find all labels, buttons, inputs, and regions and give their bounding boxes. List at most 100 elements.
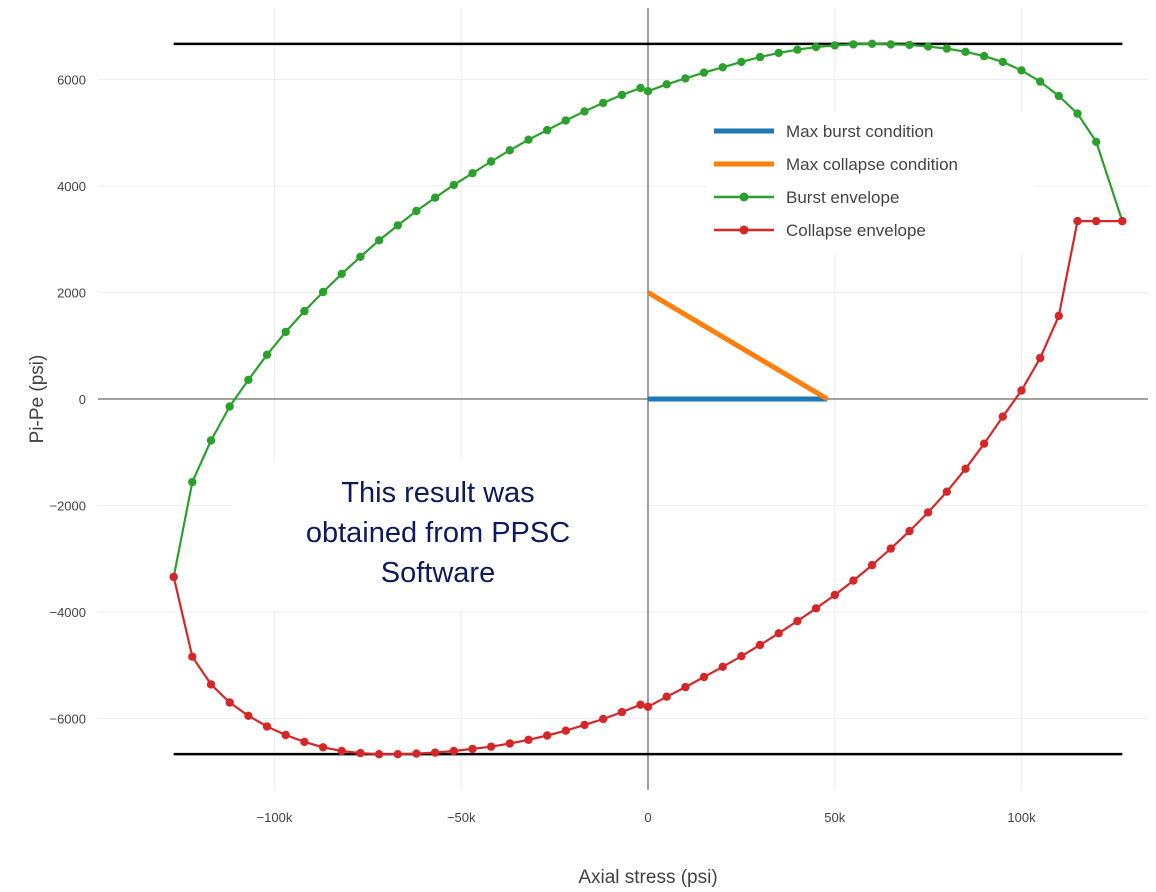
collapse-envelope-point	[300, 737, 309, 747]
burst-envelope-point	[281, 327, 290, 337]
annotation-text: obtained from PPSC	[306, 517, 570, 549]
annotation-text: Software	[381, 557, 495, 589]
burst-envelope-point	[580, 107, 589, 116]
collapse-envelope-point	[662, 692, 671, 701]
y-tick-label: 4000	[57, 179, 86, 194]
burst-envelope-point	[737, 57, 746, 67]
burst-envelope-point	[636, 83, 645, 93]
max-collapse-condition-series	[646, 290, 829, 402]
collapse-envelope-point	[505, 739, 514, 748]
collapse-envelope-point	[318, 743, 328, 752]
burst-envelope-point	[318, 287, 328, 297]
y-tick-label: −2000	[49, 499, 86, 514]
y-tick-label: 6000	[57, 73, 86, 88]
collapse-envelope-point	[412, 749, 421, 758]
burst-envelope-point	[1073, 109, 1082, 118]
y-axis-title: Pi-Pe (psi)	[27, 355, 48, 444]
legend-label: Collapse envelope	[786, 221, 926, 240]
burst-envelope-point	[337, 269, 346, 279]
collapse-envelope-point	[1092, 216, 1101, 226]
burst-envelope-point	[543, 125, 552, 135]
y-axis-ticks: 6000 4000 2000 0 −2000 −4000 −6000	[49, 73, 86, 727]
burst-envelope-point	[811, 42, 821, 52]
burst-envelope-point	[412, 206, 421, 216]
burst-envelope-point	[300, 306, 309, 316]
collapse-envelope-point	[449, 746, 458, 756]
burst-envelope-point	[961, 47, 970, 56]
burst-envelope-point	[1017, 66, 1026, 75]
burst-envelope-point	[681, 74, 690, 83]
collapse-envelope-point	[486, 742, 496, 751]
collapse-envelope-point	[811, 604, 821, 613]
collapse-envelope-point	[1118, 216, 1127, 226]
collapse-envelope-point	[617, 707, 627, 717]
collapse-envelope-point	[961, 464, 970, 473]
collapse-envelope-point	[942, 487, 951, 496]
collapse-envelope-point	[374, 750, 384, 759]
y-tick-label: −6000	[49, 712, 86, 727]
collapse-envelope-point	[886, 544, 895, 553]
annotation-box	[232, 460, 644, 610]
collapse-envelope-point	[468, 744, 477, 754]
burst-envelope-point	[830, 41, 839, 50]
collapse-envelope-point	[699, 672, 709, 682]
burst-envelope-point	[774, 48, 783, 58]
collapse-envelope-point	[849, 576, 858, 585]
burst-envelope-point	[356, 252, 365, 261]
legend-item-max-burst-condition: Max burst condition	[714, 122, 933, 141]
collapse-envelope-point	[543, 731, 552, 740]
collapse-envelope-point	[580, 720, 589, 730]
burst-envelope-point	[188, 477, 197, 487]
burst-envelope-point	[942, 44, 951, 53]
collapse-envelope-point	[636, 700, 645, 709]
legend-marker	[739, 225, 749, 235]
burst-envelope-point	[393, 221, 402, 230]
collapse-envelope-point	[225, 698, 234, 707]
burst-envelope-point	[206, 436, 216, 445]
x-axis-title: Axial stress (psi)	[578, 867, 717, 888]
burst-envelope-point	[793, 45, 802, 54]
burst-envelope-point	[867, 39, 877, 48]
legend-label: Burst envelope	[786, 188, 899, 207]
annotation: This result was obtained from PPSC Softwar…	[232, 460, 644, 610]
burst-envelope-point	[262, 350, 272, 359]
burst-envelope-point	[979, 51, 989, 61]
burst-envelope-point	[923, 42, 933, 51]
collapse-envelope-point	[1036, 353, 1045, 363]
x-tick-label: −100k	[257, 810, 293, 825]
collapse-envelope-point	[206, 680, 216, 689]
collapse-envelope-point	[169, 572, 178, 582]
x-tick-label: 100k	[1007, 810, 1036, 825]
burst-envelope-point	[505, 146, 514, 155]
collapse-envelope-point	[1054, 311, 1064, 321]
series-layer	[169, 39, 1127, 759]
collapse-envelope-point	[393, 750, 402, 759]
collapse-envelope-point	[188, 652, 197, 661]
collapse-envelope-point	[524, 735, 533, 744]
burst-envelope-point	[718, 63, 727, 72]
collapse-envelope-point	[281, 730, 290, 740]
legend: Max burst condition Max collapse conditio…	[706, 112, 1036, 254]
x-tick-label: −50k	[447, 810, 476, 825]
reference-lines	[173, 42, 1123, 756]
collapse-envelope-point	[905, 526, 914, 536]
burst-envelope-point	[1054, 91, 1064, 101]
collapse-envelope-point	[430, 748, 440, 757]
burst-envelope-point	[1092, 137, 1101, 146]
collapse-envelope-point	[1073, 216, 1082, 226]
collapse-envelope-point	[337, 746, 346, 756]
collapse-envelope-point	[998, 412, 1007, 421]
x-tick-label: 50k	[824, 810, 845, 825]
annotation-text: This result was	[341, 477, 534, 509]
collapse-envelope-point	[755, 640, 765, 650]
collapse-envelope-point	[681, 682, 690, 692]
burst-envelope-series	[169, 39, 1127, 582]
collapse-envelope-point	[737, 652, 746, 661]
collapse-envelope-point	[643, 702, 653, 711]
collapse-envelope-point	[867, 560, 877, 570]
legend-item-burst-envelope: Burst envelope	[714, 188, 899, 207]
burst-envelope-point	[599, 98, 608, 108]
collapse-envelope-point	[793, 616, 802, 626]
burst-envelope-point	[524, 135, 533, 144]
